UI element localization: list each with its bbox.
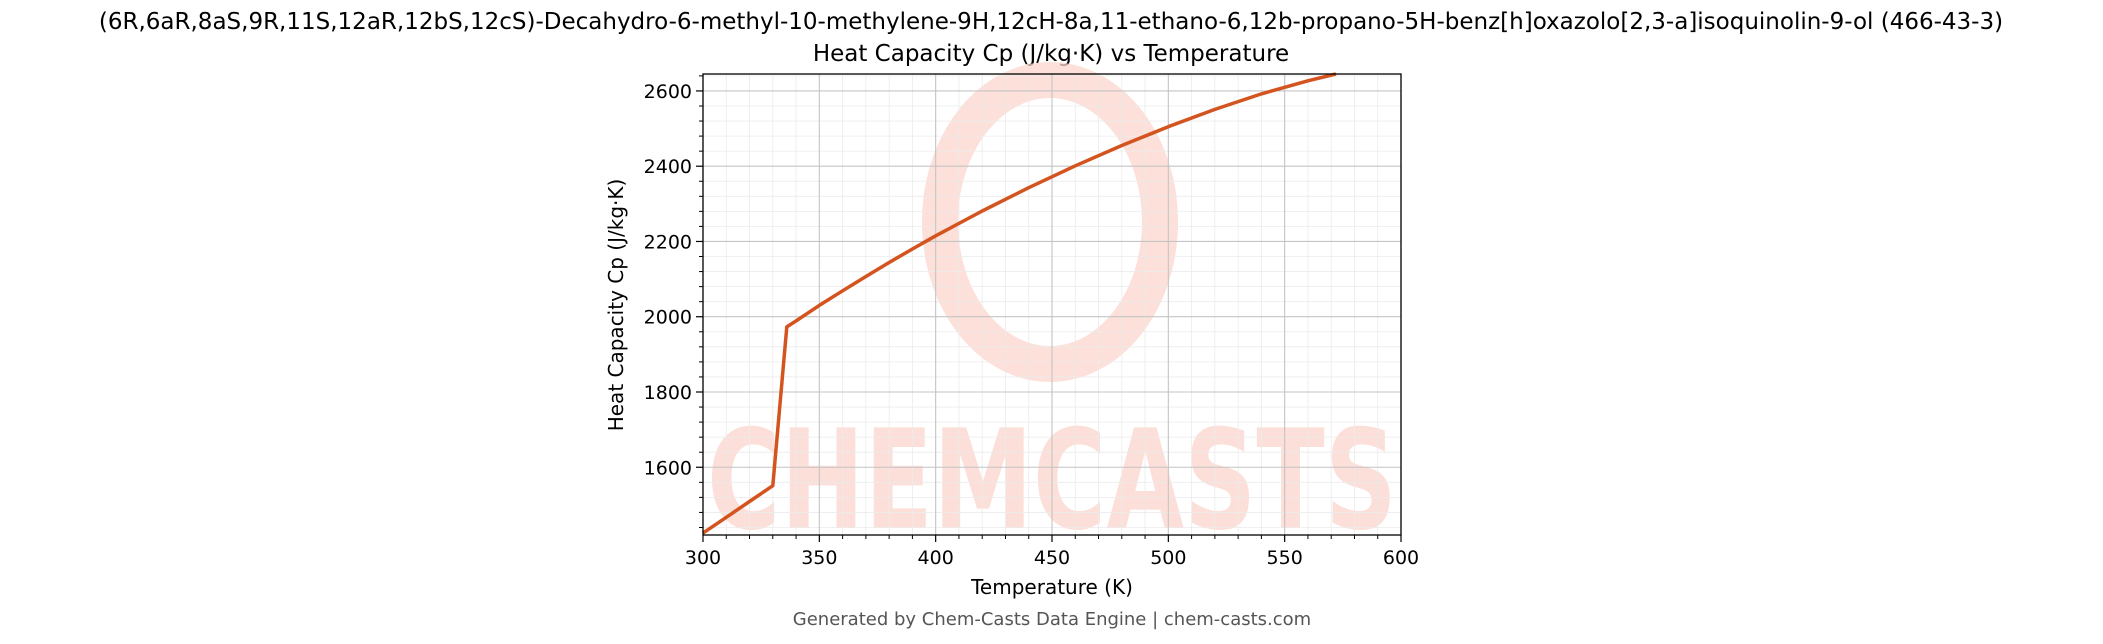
x-tick-label: 450 (1034, 547, 1070, 569)
y-tick-label: 1800 (644, 382, 692, 404)
x-tick-label: 600 (1383, 547, 1419, 569)
y-tick-label: 2200 (644, 231, 692, 253)
y-tick-label: 2400 (644, 156, 692, 178)
watermark-ring (922, 62, 1178, 382)
x-axis-label: Temperature (K) (970, 575, 1133, 599)
x-tick-label: 300 (685, 547, 721, 569)
x-tick-label: 350 (801, 547, 837, 569)
x-tick-label: 400 (918, 547, 954, 569)
series-line-heat-capacity (702, 72, 1337, 535)
chart-title-line1: (6R,6aR,8aS,9R,11S,12aR,12bS,12cS)-Decah… (99, 9, 2003, 35)
y-tick-label: 2000 (644, 307, 692, 329)
y-tick-label: 1600 (644, 457, 692, 479)
footer-credit: Generated by Chem-Casts Data Engine | ch… (793, 609, 1311, 630)
x-axis: 300 350 400 450 500 550 600 (685, 535, 1419, 569)
plot-area: CHEMCASTS (702, 62, 1402, 561)
y-tick-label: 2600 (644, 81, 692, 103)
x-tick-label: 500 (1150, 547, 1186, 569)
y-axis: 1600 1800 2000 2200 2400 2600 (644, 75, 703, 528)
x-tick-label: 550 (1267, 547, 1303, 569)
y-axis-label: Heat Capacity Cp (J/kg·K) (604, 179, 628, 432)
